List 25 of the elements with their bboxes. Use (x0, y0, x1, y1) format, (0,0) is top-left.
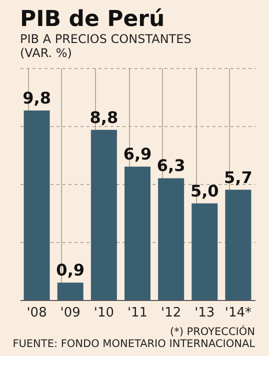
x-tick-label: '14* (224, 306, 252, 320)
bar (158, 178, 184, 300)
data-label: 5,0 (190, 181, 219, 200)
chart-subtitle: PIB A PRECIOS CONSTANTES (VAR. %) (20, 32, 192, 60)
bar (225, 190, 252, 300)
bar (192, 203, 218, 300)
data-label: 6,3 (156, 156, 186, 176)
bar (57, 282, 84, 300)
bar (124, 166, 150, 300)
data-label: 8,8 (90, 108, 118, 127)
data-label: 6,9 (123, 144, 152, 164)
x-tick-label: '10 (94, 306, 114, 320)
x-tick-label: '13 (194, 306, 215, 320)
chart-title: PIB de Perú (20, 7, 165, 32)
bar (24, 110, 50, 300)
source-note: FUENTE: FONDO MONETARIO INTERNACIONAL (12, 338, 256, 350)
data-label: 0,9 (56, 260, 85, 280)
data-label: 9,8 (22, 88, 51, 108)
data-label: 5,7 (224, 168, 252, 187)
bar (90, 130, 117, 300)
x-tick-label: '11 (127, 306, 148, 320)
x-tick-label: '08 (26, 306, 47, 320)
x-tick-label: '09 (60, 306, 80, 320)
text: (*) PROYECCIÓN (170, 325, 255, 338)
x-tick-label: '12 (161, 306, 182, 320)
